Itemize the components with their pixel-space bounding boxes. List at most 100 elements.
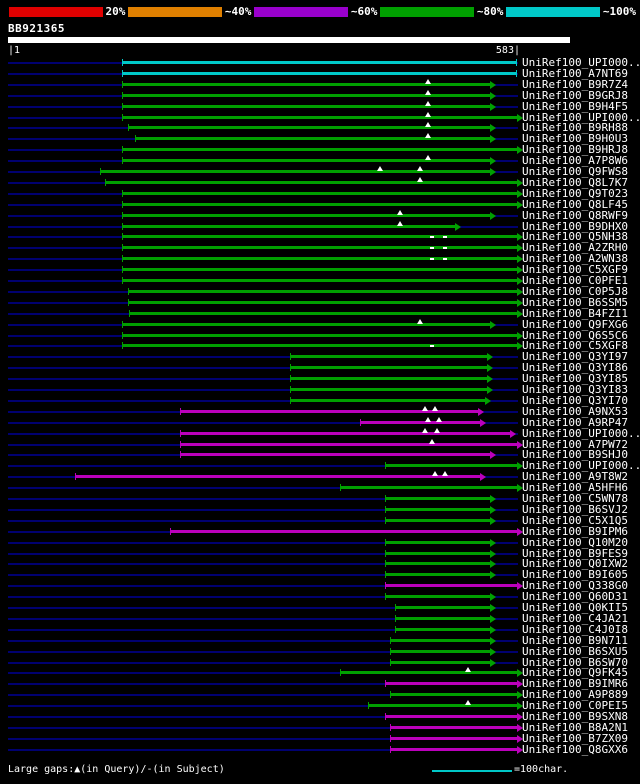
- hit-label[interactable]: UniRef100_B8A2N1: [522, 720, 628, 734]
- hit-label[interactable]: UniRef100_B9RH88: [522, 121, 628, 135]
- hit-label[interactable]: UniRef100_B9DHX0: [522, 219, 628, 233]
- alignment-bar[interactable]: [99, 168, 497, 176]
- alignment-bar[interactable]: [389, 691, 524, 700]
- alignment-bar[interactable]: [122, 80, 496, 89]
- hit-label[interactable]: UniRef100_C5XGF8: [522, 339, 628, 353]
- hit-label[interactable]: UniRef100_Q10M20: [522, 535, 628, 549]
- alignment-bar[interactable]: [389, 647, 497, 656]
- alignment-bar[interactable]: [122, 102, 496, 111]
- alignment-bar[interactable]: [122, 320, 496, 329]
- hit-label[interactable]: UniRef100_B9FES9: [522, 546, 628, 560]
- alignment-bar[interactable]: [384, 713, 524, 721]
- hit-label[interactable]: UniRef100_B7ZX09: [522, 731, 628, 745]
- alignment-bar[interactable]: [122, 113, 523, 122]
- alignment-bar[interactable]: [384, 582, 524, 591]
- alignment-bar[interactable]: [384, 505, 497, 514]
- alignment-bar[interactable]: [289, 364, 494, 373]
- alignment-bar[interactable]: [389, 636, 497, 645]
- hit-label[interactable]: UniRef100_Q8RWF9: [522, 208, 628, 222]
- alignment-bar[interactable]: [179, 451, 497, 460]
- hit-label[interactable]: UniRef100_C5XGF9: [522, 263, 628, 277]
- hit-label[interactable]: UniRef100_B9I605: [522, 568, 628, 582]
- alignment-bar[interactable]: [360, 418, 486, 427]
- alignment-bar[interactable]: [122, 244, 523, 253]
- hit-label[interactable]: UniRef100_C0PFE1: [522, 274, 628, 287]
- alignment-bar[interactable]: [104, 178, 524, 187]
- alignment-bar[interactable]: [122, 211, 496, 220]
- hit-label[interactable]: UniRef100_C5WN78: [522, 492, 628, 505]
- hit-label[interactable]: UniRef100_B6SSM5: [522, 295, 628, 309]
- hit-label[interactable]: UniRef100_Q3YI83: [522, 383, 628, 396]
- alignment-bar[interactable]: [129, 309, 523, 318]
- hit-label[interactable]: UniRef100_Q3YI97: [522, 350, 628, 364]
- hit-label[interactable]: UniRef100_B9SXN8: [522, 710, 628, 723]
- hit-label[interactable]: UniRef100_B9N711: [522, 633, 628, 647]
- alignment-bar[interactable]: [122, 146, 523, 155]
- alignment-bar[interactable]: [340, 669, 523, 678]
- alignment-bar[interactable]: [127, 124, 497, 133]
- alignment-bar[interactable]: [75, 473, 486, 482]
- hit-label[interactable]: UniRef100_A7P8W6: [522, 154, 628, 168]
- alignment-bar[interactable]: [122, 189, 523, 198]
- hit-label[interactable]: UniRef100_C0PEI5: [522, 699, 628, 713]
- alignment-bar[interactable]: [122, 157, 496, 166]
- alignment-bar[interactable]: [389, 745, 524, 754]
- hit-label[interactable]: UniRef100_UPI000..: [522, 426, 640, 440]
- hit-label[interactable]: UniRef100_A2WN38: [522, 252, 628, 266]
- hit-label[interactable]: UniRef100_UPI000..: [522, 110, 640, 124]
- alignment-bar[interactable]: [122, 255, 523, 264]
- hit-label[interactable]: UniRef100_A9NX53: [522, 404, 628, 418]
- alignment-bar[interactable]: [384, 549, 497, 558]
- alignment-bar[interactable]: [389, 734, 524, 743]
- alignment-bar[interactable]: [179, 407, 484, 416]
- alignment-bar[interactable]: [122, 342, 523, 351]
- hit-label[interactable]: UniRef100_Q5NH38: [522, 230, 628, 244]
- alignment-bar[interactable]: [122, 266, 523, 275]
- alignment-bar[interactable]: [395, 614, 496, 623]
- alignment-bar[interactable]: [134, 135, 497, 144]
- hit-label[interactable]: UniRef100_Q0KII5: [522, 601, 628, 614]
- hit-label[interactable]: UniRef100_Q3YI85: [522, 372, 628, 386]
- hit-label[interactable]: UniRef100_B9IPM6: [522, 524, 628, 538]
- alignment-bar[interactable]: [384, 495, 497, 503]
- hit-label[interactable]: UniRef100_Q338G0: [522, 579, 628, 593]
- hit-label[interactable]: UniRef100_B9IMR6: [522, 677, 628, 691]
- hit-label[interactable]: UniRef100_B9H0U3: [522, 132, 628, 146]
- hit-label[interactable]: UniRef100_A9T8W2: [522, 470, 628, 484]
- hit-label[interactable]: UniRef100_C5X1Q5: [522, 513, 628, 527]
- hit-label[interactable]: UniRef100_UPI000..: [522, 459, 640, 473]
- hit-label[interactable]: UniRef100_B9R7Z4: [522, 77, 628, 91]
- alignment-bar[interactable]: [289, 353, 494, 362]
- alignment-bar[interactable]: [368, 702, 523, 711]
- alignment-bar[interactable]: [122, 331, 523, 340]
- hit-label[interactable]: UniRef100_Q9T023: [522, 186, 628, 200]
- hit-label[interactable]: UniRef100_B9H4F5: [522, 99, 628, 113]
- hit-label[interactable]: UniRef100_A9P889: [522, 688, 628, 702]
- alignment-bar[interactable]: [122, 277, 523, 285]
- alignment-bar[interactable]: [289, 386, 494, 394]
- alignment-bar[interactable]: [384, 560, 497, 569]
- hit-label[interactable]: UniRef100_Q9FK45: [522, 666, 628, 680]
- hit-label[interactable]: UniRef100_A5HFH6: [522, 481, 628, 495]
- alignment-bar[interactable]: [170, 527, 523, 536]
- hit-label[interactable]: UniRef100_C4JA21: [522, 611, 628, 625]
- alignment-bar[interactable]: [122, 59, 517, 66]
- alignment-bar[interactable]: [122, 200, 523, 209]
- alignment-bar[interactable]: [127, 298, 524, 307]
- alignment-bar[interactable]: [395, 604, 496, 612]
- alignment-bar[interactable]: [384, 538, 497, 547]
- alignment-bar[interactable]: [179, 429, 517, 438]
- hit-label[interactable]: UniRef100_Q8L7K7: [522, 175, 628, 189]
- alignment-bar[interactable]: [122, 233, 523, 242]
- alignment-bar[interactable]: [384, 571, 497, 580]
- hit-label[interactable]: UniRef100_A9RP47: [522, 415, 628, 429]
- hit-label[interactable]: UniRef100_B6SVJ2: [522, 502, 628, 516]
- hit-label[interactable]: UniRef100_Q8LF45: [522, 197, 628, 211]
- alignment-bar[interactable]: [384, 593, 497, 602]
- alignment-bar[interactable]: [122, 222, 461, 231]
- alignment-bar[interactable]: [122, 69, 517, 77]
- hit-label[interactable]: UniRef100_Q9FWS8: [522, 165, 628, 178]
- hit-label[interactable]: UniRef100_UPI000..: [522, 56, 640, 69]
- alignment-bar[interactable]: [395, 625, 496, 634]
- alignment-bar[interactable]: [122, 91, 496, 100]
